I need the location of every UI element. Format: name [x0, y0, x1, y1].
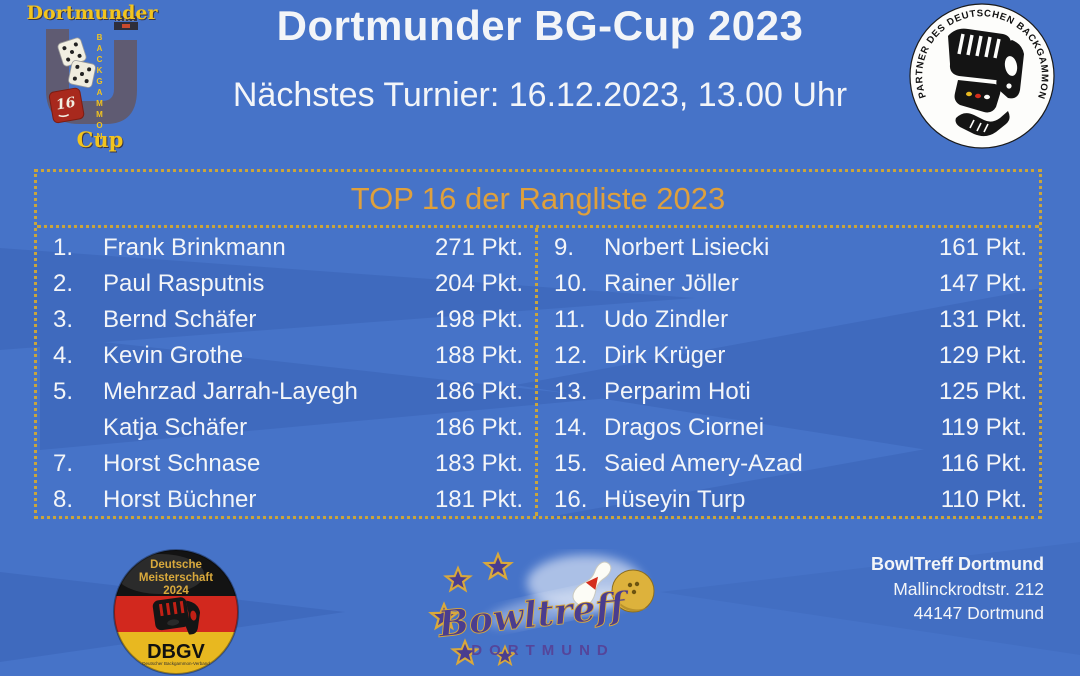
player-name: Dirk Krüger	[604, 342, 726, 369]
cup-logo-cup-text: Cup	[76, 127, 124, 152]
points-cell: 119 Pkt.	[940, 414, 1027, 441]
dbgv-meisterschaft-badge: Deutsche Meisterschaft 2024 DBGV Deutsch…	[113, 549, 239, 675]
cup-logo-backgammon-text: BACKGAMMON	[95, 33, 104, 143]
points-cell: 125 Pkt.	[938, 378, 1027, 405]
rank-cell: 10.	[554, 270, 588, 297]
doubling-cube-value: 16	[55, 94, 77, 113]
player-name: Udo Zindler	[604, 306, 729, 333]
player-name: Kevin Grothe	[103, 342, 244, 369]
player-name: Bernd Schäfer	[103, 306, 257, 333]
points-cell: 129 Pkt.	[938, 342, 1027, 369]
points-cell: 181 Pkt.	[434, 486, 523, 513]
ranking-box: TOP 16 der Rangliste 2023 1. Frank Brinkm…	[34, 169, 1042, 519]
player-name: Rainer Jöller	[604, 270, 739, 297]
points-cell: 188 Pkt.	[434, 342, 523, 369]
venue-city: 44147 Dortmund	[913, 603, 1044, 623]
table-row: 12. Dirk Krüger 129 Pkt.	[554, 338, 1033, 374]
badge-subtext: Deutscher Backgammon-Verband	[142, 661, 210, 666]
player-name: Saied Amery-Azad	[604, 450, 803, 477]
table-row: Katja Schäfer 186 Pkt.	[53, 410, 529, 446]
venue-address: BowlTreff Dortmund Mallinckrodtstr. 212 …	[871, 551, 1044, 625]
ranking-column-right: 9. Norbert Lisiecki 161 Pkt. 10. Rainer Jöl…	[538, 228, 1039, 516]
table-row: 13. Perparim Hoti 125 Pkt.	[554, 374, 1033, 410]
table-row: 8. Horst Büchner 181 Pkt.	[53, 482, 529, 518]
points-cell: 186 Pkt.	[434, 414, 523, 441]
player-name: Perparim Hoti	[604, 378, 751, 405]
player-name: Hüseyin Turp	[604, 486, 746, 513]
rank-cell: 9.	[554, 234, 575, 261]
points-cell: 131 Pkt.	[938, 306, 1027, 333]
badge-dbgv-label: DBGV	[147, 641, 205, 663]
table-row: 3. Bernd Schäfer 198 Pkt.	[53, 302, 529, 338]
points-cell: 198 Pkt.	[434, 306, 523, 333]
rank-cell: 3.	[53, 306, 74, 333]
player-name: Mehrzad Jarrah-Layegh	[103, 378, 358, 405]
doubling-cube-icon: 16	[48, 87, 85, 124]
table-row: 10. Rainer Jöller 147 Pkt.	[554, 266, 1033, 302]
points-cell: 110 Pkt.	[940, 486, 1027, 513]
table-row: 15. Saied Amery-Azad 116 Pkt.	[554, 446, 1033, 482]
backgammon-board-icon	[948, 28, 1024, 113]
table-row: 1. Frank Brinkmann 271 Pkt.	[53, 230, 529, 266]
rank-cell: 8.	[53, 486, 74, 513]
rank-cell: 7.	[53, 450, 74, 477]
badge-title: Deutsche Meisterschaft 2024	[139, 559, 213, 597]
rank-cell: 16.	[554, 486, 588, 513]
ranking-table: 1. Frank Brinkmann 271 Pkt. 2. Paul Rasputn…	[37, 228, 1039, 516]
player-name: Katja Schäfer	[103, 414, 248, 441]
venue-name: BowlTreff Dortmund	[871, 554, 1044, 574]
cup-logo-graphic: 16	[46, 16, 138, 124]
rank-cell: 15.	[554, 450, 588, 477]
bowling-pin-icon	[572, 561, 612, 607]
table-row: 14. Dragos Ciornei 119 Pkt.	[554, 410, 1033, 446]
dortmunder-cup-logo: 16 Dortmunder BACKGAMMON Cup	[26, 2, 158, 154]
table-row: 5. Mehrzad Jarrah-Layegh 186 Pkt.	[53, 374, 529, 410]
rank-cell: 2.	[53, 270, 74, 297]
rank-cell: 13.	[554, 378, 588, 405]
points-cell: 271 Pkt.	[434, 234, 523, 261]
points-cell: 204 Pkt.	[434, 270, 523, 297]
bowltreff-script-text: Bowltreff	[435, 584, 632, 646]
rank-cell: 12.	[554, 342, 588, 369]
rank-cell: 4.	[53, 342, 74, 369]
svg-text:Meisterschaft: Meisterschaft	[139, 572, 213, 584]
player-name: Norbert Lisiecki	[604, 234, 770, 261]
player-name: Horst Büchner	[103, 486, 257, 513]
table-row: 11. Udo Zindler 131 Pkt.	[554, 302, 1033, 338]
cup-logo-wordmark: Dortmunder	[26, 2, 158, 24]
badge-board-icon	[152, 597, 201, 635]
bowltreff-city-text: DORTMUND	[471, 642, 615, 659]
player-name: Horst Schnase	[103, 450, 261, 477]
table-row: 4. Kevin Grothe 188 Pkt.	[53, 338, 529, 374]
points-cell: 186 Pkt.	[434, 378, 523, 405]
bowltreff-logo: Bowltreff DORTMUND	[430, 553, 655, 666]
venue-street: Mallinckrodtstr. 212	[893, 579, 1044, 599]
rank-cell: 5.	[53, 378, 74, 405]
points-cell: 183 Pkt.	[434, 450, 523, 477]
white-dice-icon	[57, 37, 96, 88]
svg-text:Deutsche: Deutsche	[150, 559, 202, 571]
page-title: Dortmunder BG-Cup 2023	[276, 2, 804, 49]
ranking-title: TOP 16 der Rangliste 2023	[37, 172, 1039, 228]
svg-text:2024: 2024	[163, 585, 189, 597]
dbgv-partner-logo: PARTNER DES DEUTSCHEN BACKGAMMON-VERBAND…	[908, 2, 1055, 149]
handshake-icon	[955, 111, 1010, 137]
table-row: 9. Norbert Lisiecki 161 Pkt.	[554, 230, 1033, 266]
rank-cell: 14.	[554, 414, 588, 441]
player-name: Frank Brinkmann	[103, 234, 286, 261]
table-row: 2. Paul Rasputnis 204 Pkt.	[53, 266, 529, 302]
points-cell: 147 Pkt.	[938, 270, 1027, 297]
bowling-ball-icon	[611, 569, 655, 613]
ranking-column-left: 1. Frank Brinkmann 271 Pkt. 2. Paul Rasputn…	[37, 228, 538, 516]
next-tournament-subtitle: Nächstes Turnier: 16.12.2023, 13.00 Uhr	[232, 76, 848, 114]
player-name: Paul Rasputnis	[103, 270, 265, 297]
points-cell: 161 Pkt.	[938, 234, 1027, 261]
rank-cell: 1.	[53, 234, 74, 261]
player-name: Dragos Ciornei	[604, 414, 765, 441]
table-row: 16. Hüseyin Turp 110 Pkt.	[554, 482, 1033, 518]
u-tower-icon	[114, 16, 138, 30]
table-row: 7. Horst Schnase 183 Pkt.	[53, 446, 529, 482]
rank-cell: 11.	[554, 306, 586, 333]
points-cell: 116 Pkt.	[940, 450, 1027, 477]
